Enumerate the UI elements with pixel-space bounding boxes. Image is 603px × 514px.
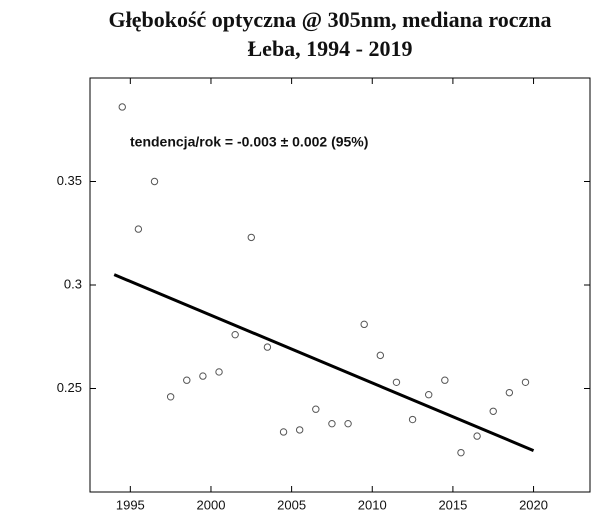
trend-line [113,273,535,452]
point [183,376,191,384]
point [521,378,530,386]
chart-title: Głębokość optyczna @ 305nm, mediana rocz… [109,7,552,32]
y-tick-label: 0.25 [57,380,82,395]
point [505,388,514,397]
point [150,177,159,186]
point [376,351,385,360]
x-tick-label: 2020 [519,497,548,512]
point [328,419,336,428]
point [263,343,272,351]
point [489,407,497,415]
point [408,415,417,424]
point [360,320,368,329]
point [473,432,481,440]
point [166,393,175,401]
point [441,376,449,384]
x-tick-label: 2010 [358,497,387,512]
x-tick-label: 2015 [438,497,467,512]
x-tick-label: 2005 [277,497,306,512]
y-tick-label: 0.3 [64,276,82,291]
annotation: tendencja/rok = -0.003 ± 0.002 (95%) [130,134,368,150]
x-tick-label: 2000 [197,497,226,512]
point [457,448,465,457]
point [247,233,255,242]
point [425,391,433,399]
point [118,103,126,111]
point [392,378,401,386]
point [312,405,320,413]
point [215,368,223,376]
x-tick-label: 1995 [116,497,145,512]
y-tick-label: 0.35 [57,173,82,188]
point [199,372,207,380]
point [231,330,239,339]
point [279,428,288,436]
point [134,225,143,233]
chart-subtitle: Łeba, 1994 - 2019 [248,36,413,61]
point [295,426,304,434]
point [344,419,352,428]
